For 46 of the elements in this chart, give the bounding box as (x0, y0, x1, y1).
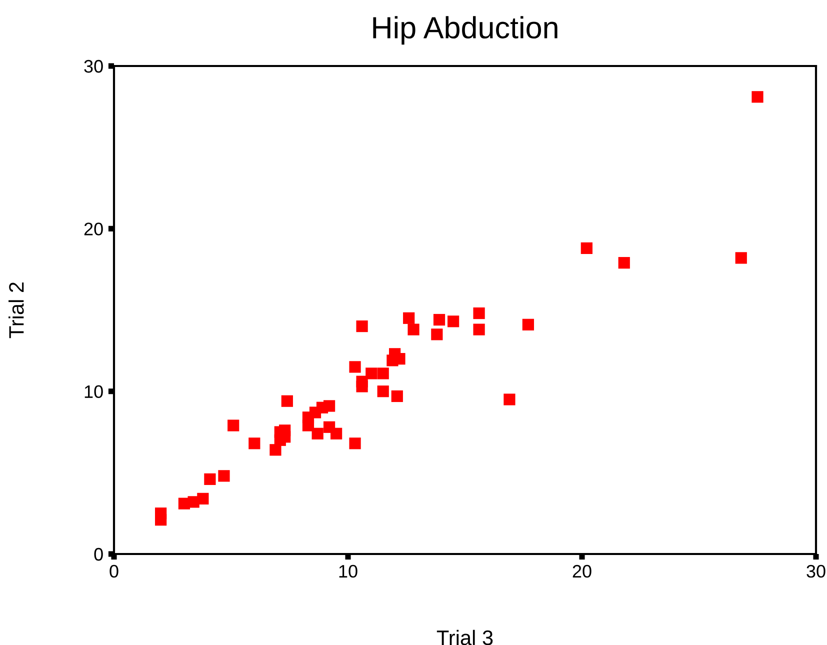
point (356, 376, 368, 388)
y-tick-label: 30 (84, 60, 103, 73)
point (366, 368, 378, 380)
point (580, 242, 592, 254)
y-tick-label: 10 (84, 385, 103, 398)
point (735, 252, 747, 264)
point (522, 318, 534, 330)
point (228, 420, 240, 432)
y-axis-title: Trial 2 (8, 282, 24, 338)
point (349, 438, 361, 450)
point (218, 470, 230, 482)
point (204, 473, 216, 485)
point (408, 324, 420, 336)
point (377, 368, 389, 380)
point (504, 394, 516, 406)
point (356, 320, 368, 332)
point (431, 328, 443, 340)
point (386, 354, 398, 366)
point (330, 428, 342, 440)
x-axis-title: Trial 3 (436, 630, 493, 645)
y-tick-label: 0 (94, 548, 103, 561)
y-tick-label: 20 (84, 222, 103, 236)
point (473, 324, 485, 336)
point (248, 438, 260, 450)
point (349, 361, 361, 373)
point (752, 91, 764, 103)
x-tick-label: 0 (110, 564, 118, 578)
point (279, 424, 291, 436)
point (447, 316, 460, 328)
point (197, 492, 209, 505)
chart-title: Hip Abduction (373, 16, 558, 45)
point (618, 257, 630, 269)
x-tick-label: 30 (806, 564, 826, 578)
point (377, 386, 389, 398)
point (433, 314, 446, 326)
x-tick-label: 10 (339, 564, 358, 578)
point (403, 312, 415, 324)
point (270, 444, 282, 456)
point (281, 395, 293, 407)
point (302, 420, 314, 432)
point (391, 390, 403, 402)
point (473, 307, 485, 320)
point (154, 508, 167, 520)
point (312, 428, 324, 440)
point (316, 402, 328, 414)
x-tick-label: 20 (572, 564, 592, 578)
